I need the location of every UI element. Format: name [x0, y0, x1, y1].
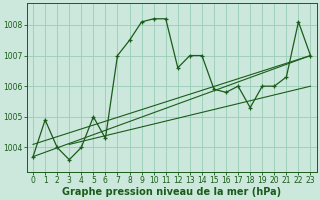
X-axis label: Graphe pression niveau de la mer (hPa): Graphe pression niveau de la mer (hPa)	[62, 187, 281, 197]
